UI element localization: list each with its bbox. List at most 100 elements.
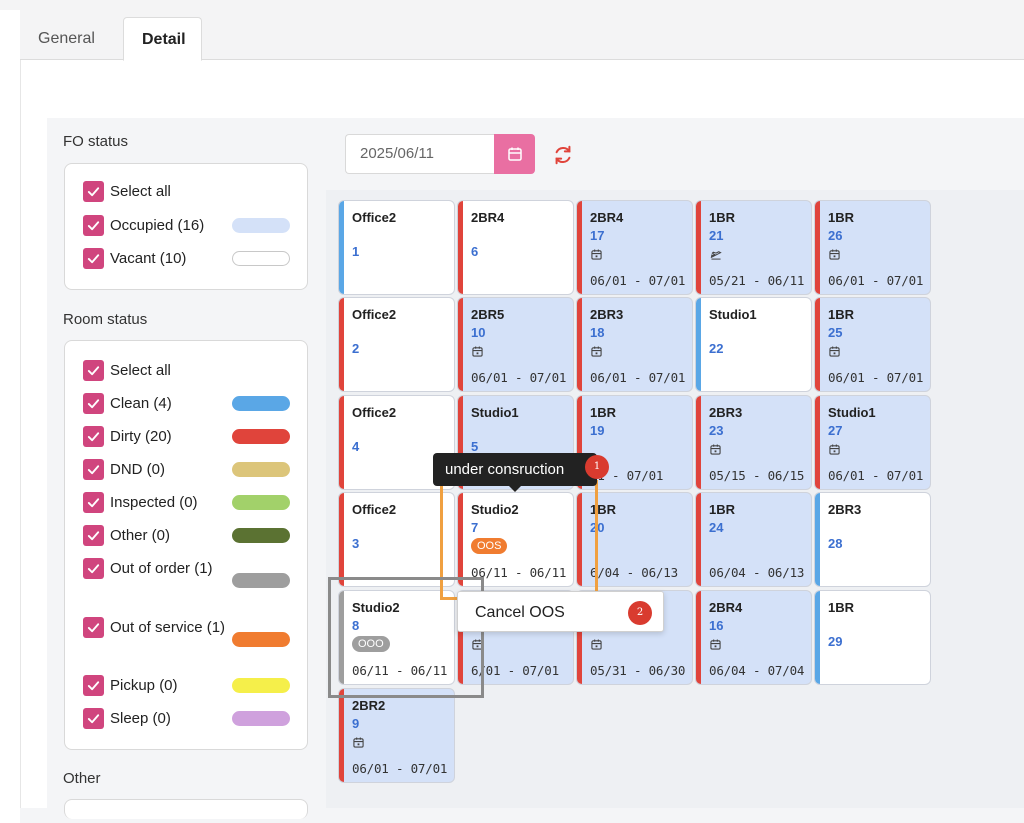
room-number: 2	[352, 341, 360, 356]
room-number: 19	[590, 423, 605, 438]
room-status-bar	[458, 493, 463, 586]
refresh-icon[interactable]	[552, 144, 574, 166]
checkbox-label: Out of order (1)	[110, 560, 213, 577]
date-input[interactable]: 2025/06/11	[345, 134, 497, 174]
room-status-option[interactable]: Select all	[83, 360, 230, 381]
calendar-button[interactable]	[494, 134, 535, 174]
room-type: Studio2	[352, 600, 400, 615]
checkbox[interactable]	[83, 675, 104, 696]
room-card[interactable]: 2BR2 9 06/01 - 07/01	[338, 688, 455, 783]
checkbox[interactable]	[83, 215, 104, 236]
room-status-bar	[458, 298, 463, 391]
room-status-bar	[815, 591, 820, 684]
fo-status-option[interactable]: Occupied (16)	[83, 215, 230, 236]
room-type: 2BR5	[471, 307, 505, 322]
room-card[interactable]: Office2 1	[338, 200, 455, 295]
room-card[interactable]: 2BR5 10 06/01 - 07/01	[457, 297, 574, 392]
room-status-option[interactable]: DND (0)	[83, 459, 230, 480]
room-status-option[interactable]: Out of service (1)	[83, 617, 230, 638]
checkbox[interactable]	[83, 426, 104, 447]
stay-dates: 6/04 - 06/13	[590, 565, 678, 580]
calendar-icon	[709, 443, 722, 456]
tab-general[interactable]: General	[38, 30, 95, 47]
room-type: Studio1	[471, 405, 519, 420]
room-card[interactable]: Office2 3	[338, 492, 455, 587]
room-card[interactable]: Studio1 22	[695, 297, 812, 392]
room-number: 4	[352, 439, 360, 454]
checkbox[interactable]	[83, 459, 104, 480]
check-icon	[87, 221, 100, 231]
check-icon	[87, 564, 100, 574]
room-card[interactable]: Studio2 7 OOS 06/11 - 06/11	[457, 492, 574, 587]
room-type: 2BR3	[828, 502, 862, 517]
status-color-swatch	[232, 462, 290, 477]
checkbox[interactable]	[83, 393, 104, 414]
stay-dates: 01 - 07/01	[590, 468, 664, 483]
tab-detail[interactable]: Detail	[123, 17, 202, 61]
stay-dates: 6/01 - 07/01	[471, 663, 559, 678]
room-status-bar	[339, 201, 344, 294]
fo-status-option[interactable]: Vacant (10)	[83, 248, 230, 269]
room-card[interactable]: 2BR4 16 06/04 - 07/04	[695, 590, 812, 685]
other-title: Other	[63, 770, 101, 787]
room-card[interactable]: Studio2 8 OOO 06/11 - 06/11	[338, 590, 455, 685]
calendar-icon	[507, 147, 522, 161]
room-card[interactable]: 1BR 19 01 - 07/01	[576, 395, 693, 490]
room-status-bar	[696, 201, 701, 294]
room-status-box: Select all Clean (4) Dirty (20) DND (0) Insp…	[64, 340, 308, 750]
checkbox[interactable]	[83, 248, 104, 269]
checkbox-label: Sleep (0)	[110, 710, 171, 727]
status-color-swatch	[232, 632, 290, 647]
room-number: 26	[828, 228, 843, 243]
fo-status-option[interactable]: Select all	[83, 181, 230, 202]
room-status-option[interactable]: Other (0)	[83, 525, 230, 546]
room-card[interactable]: 2BR3 28	[814, 492, 931, 587]
checkbox[interactable]	[83, 558, 104, 579]
room-status-option[interactable]: Clean (4)	[83, 393, 230, 414]
room-number: 10	[471, 325, 486, 340]
checkbox[interactable]	[83, 360, 104, 381]
room-card[interactable]: Studio1 27 06/01 - 07/01	[814, 395, 931, 490]
room-type: Office2	[352, 210, 397, 225]
room-card[interactable]: 2BR4 6	[457, 200, 574, 295]
room-status-option[interactable]: Pickup (0)	[83, 675, 230, 696]
content-border	[20, 60, 21, 823]
room-card[interactable]: 1BR 29	[814, 590, 931, 685]
checkbox[interactable]	[83, 617, 104, 638]
room-number: 7	[471, 520, 479, 535]
room-type: 2BR4	[709, 600, 743, 615]
checkbox[interactable]	[83, 708, 104, 729]
stay-dates: 06/04 - 06/13	[709, 565, 805, 580]
checkbox[interactable]	[83, 492, 104, 513]
room-card[interactable]: 2BR4 17 06/01 - 07/01	[576, 200, 693, 295]
check-icon	[87, 681, 100, 691]
stay-dates: 05/15 - 06/15	[709, 468, 805, 483]
room-type: 2BR3	[709, 405, 743, 420]
room-status-option[interactable]: Dirty (20)	[83, 426, 230, 447]
room-type: Studio2	[471, 502, 519, 517]
other-box	[64, 799, 308, 819]
room-card[interactable]: Office2 2	[338, 297, 455, 392]
tab-bar: General Detail	[20, 10, 1024, 61]
room-status-option[interactable]: Out of order (1)	[83, 558, 230, 579]
room-card[interactable]: 1BR 24 06/04 - 06/13	[695, 492, 812, 587]
step-marker-2: 2	[628, 601, 652, 625]
filter-sidebar: FO status Select all Occupied (16) Vacant …	[47, 118, 326, 819]
room-status-option[interactable]: Inspected (0)	[83, 492, 230, 513]
room-type: Studio1	[828, 405, 876, 420]
checkbox[interactable]	[83, 181, 104, 202]
room-status-option[interactable]: Sleep (0)	[83, 708, 230, 729]
fo-status-title: FO status	[63, 133, 129, 150]
room-number: 21	[709, 228, 724, 243]
room-number: 24	[709, 520, 724, 535]
room-type: 1BR	[828, 307, 855, 322]
room-card[interactable]: 1BR 26 06/01 - 07/01	[814, 200, 931, 295]
room-card[interactable]: 2BR3 23 05/15 - 06/15	[695, 395, 812, 490]
room-card[interactable]: 2BR3 18 06/01 - 07/01	[576, 297, 693, 392]
room-card[interactable]: 1BR 25 06/01 - 07/01	[814, 297, 931, 392]
room-number: 3	[352, 536, 360, 551]
room-status-bar	[696, 396, 701, 489]
room-card[interactable]: 1BR 21 05/21 - 06/11	[695, 200, 812, 295]
checkbox[interactable]	[83, 525, 104, 546]
stay-dates: 05/21 - 06/11	[709, 273, 805, 288]
